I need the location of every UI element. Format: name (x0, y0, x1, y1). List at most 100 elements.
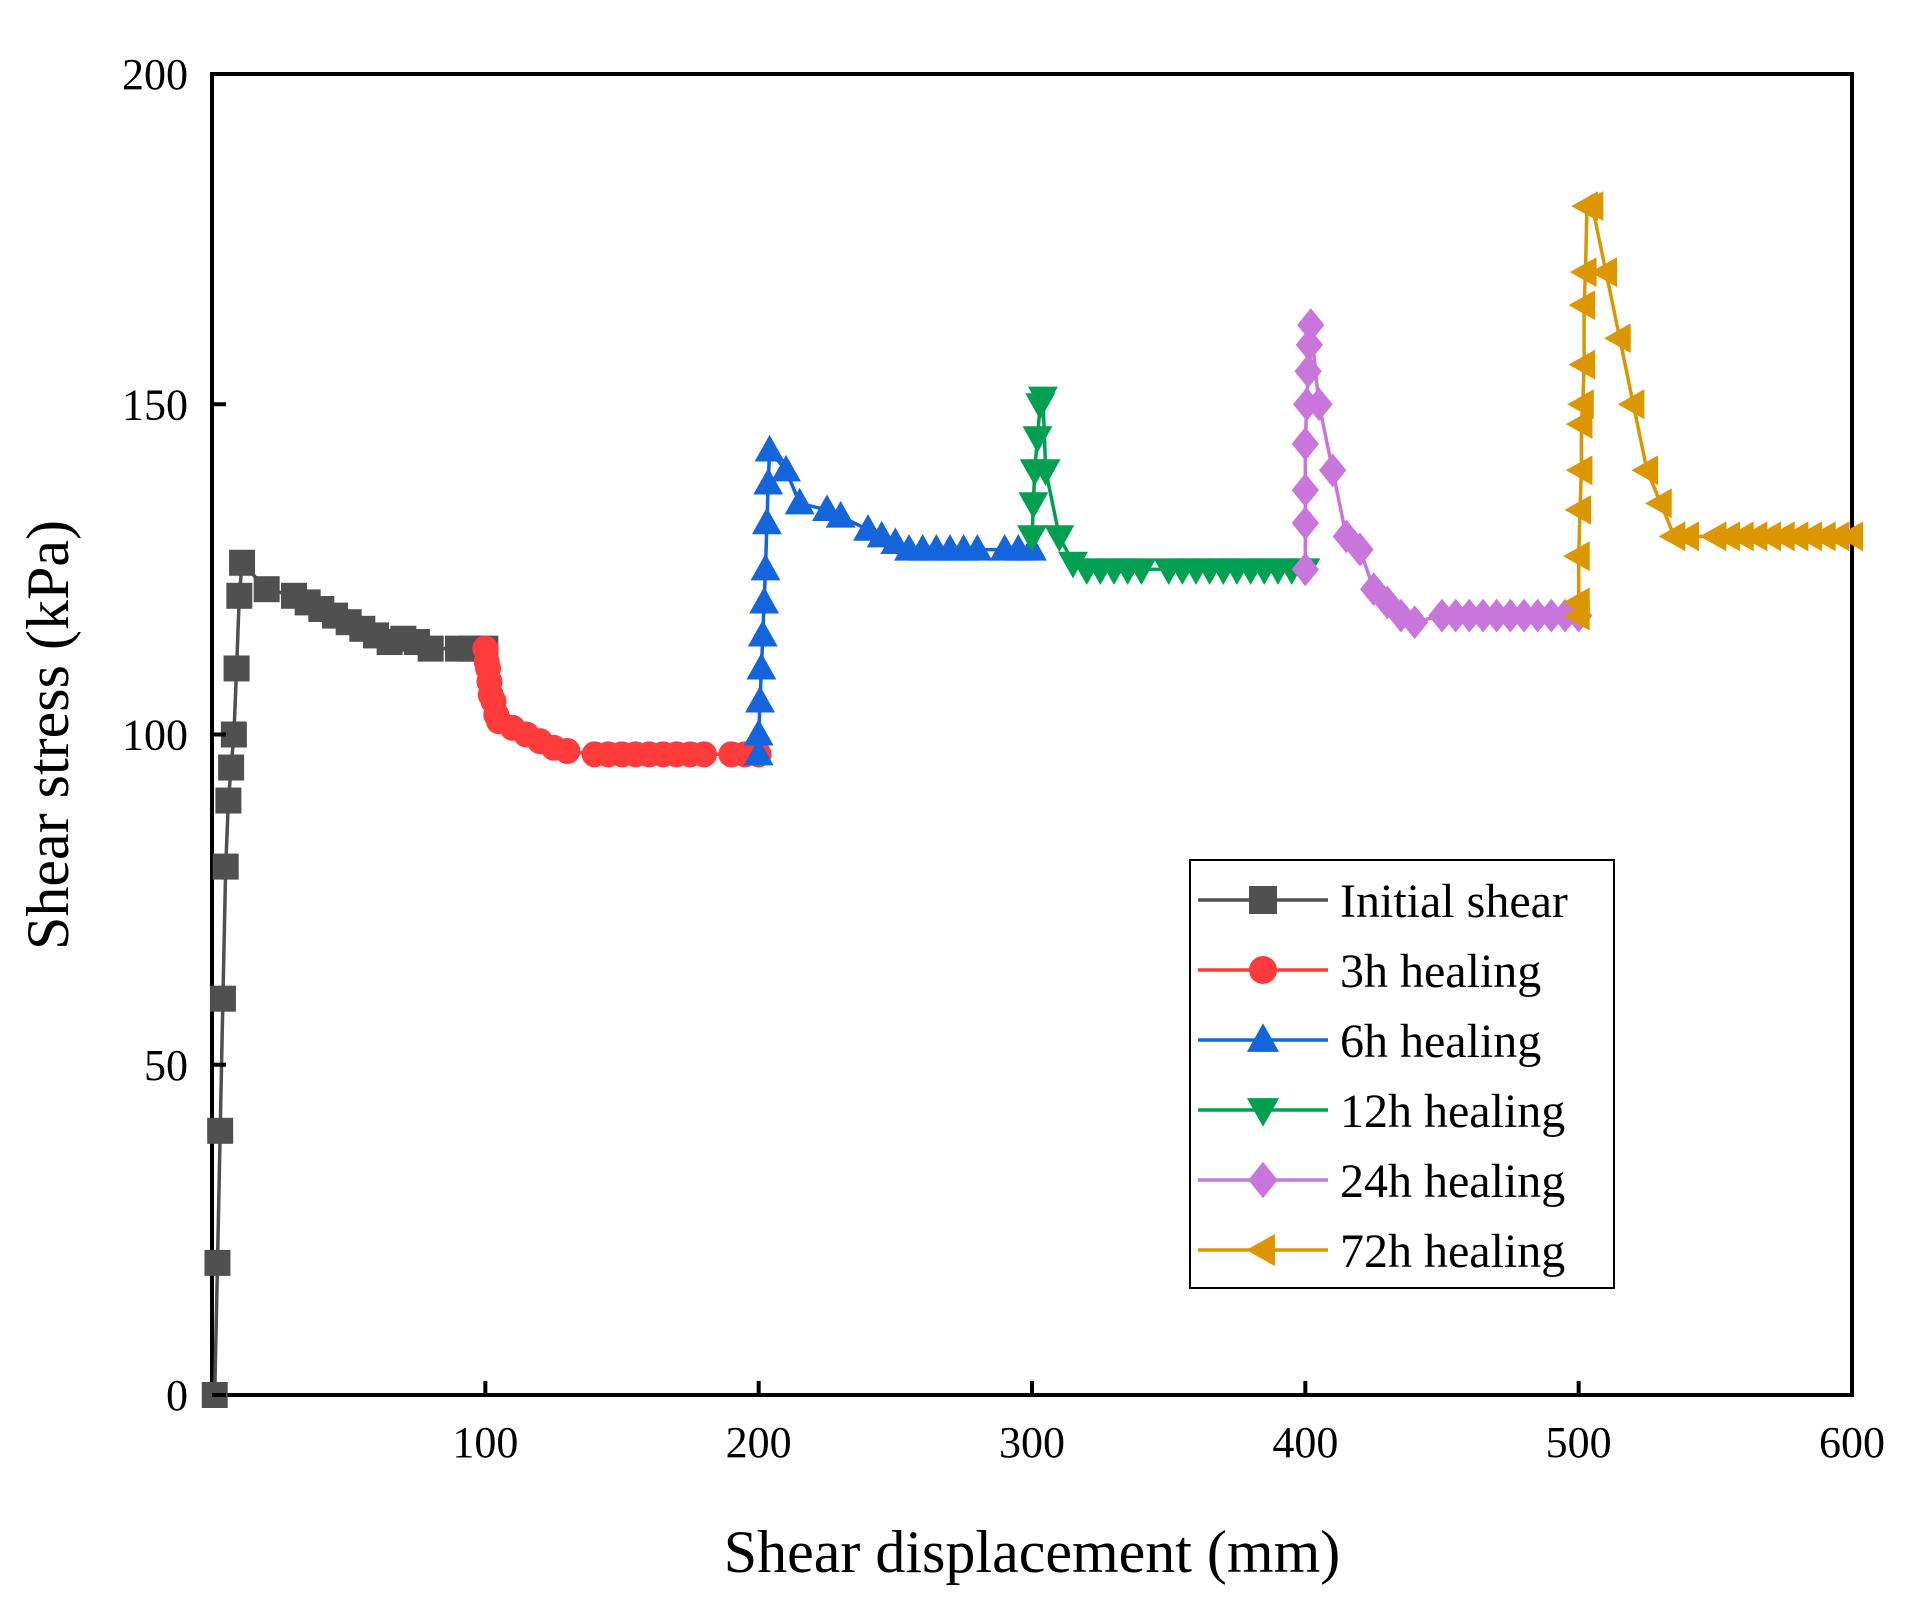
data-point (1568, 349, 1596, 380)
y-tick-label: 0 (166, 1371, 188, 1420)
data-point (1022, 426, 1053, 453)
data-point (1442, 598, 1470, 633)
legend-label: 24h healing (1340, 1155, 1565, 1208)
data-point (1754, 521, 1782, 552)
data-point (1822, 521, 1850, 552)
data-point (226, 582, 253, 609)
data-point (745, 685, 775, 713)
data-point (1713, 521, 1741, 552)
data-point (691, 741, 717, 768)
data-point (1658, 521, 1686, 552)
legend-label: 3h healing (1340, 945, 1541, 998)
series-layer (201, 191, 1864, 1408)
data-point (751, 507, 782, 535)
data-point (1291, 473, 1319, 508)
data-point (754, 434, 785, 462)
data-point (1291, 426, 1319, 461)
data-point (1617, 389, 1645, 420)
data-point (1563, 587, 1590, 618)
data-point (1455, 598, 1483, 633)
data-point (1401, 605, 1429, 640)
legend-marker (1246, 1233, 1275, 1267)
legend-marker (1249, 886, 1277, 914)
data-point (1567, 389, 1594, 420)
y-tick-label: 150 (122, 380, 188, 429)
data-point (1795, 521, 1823, 552)
legend-item: 6h healing (1198, 1015, 1541, 1068)
data-point (207, 1117, 234, 1144)
data-point (1645, 488, 1672, 519)
series-initial-shear (201, 549, 499, 1408)
data-point (1699, 521, 1727, 552)
data-point (749, 586, 780, 614)
data-point (1018, 492, 1049, 519)
series-24h-healing (1291, 308, 1593, 640)
series-6h-healing (743, 434, 1047, 766)
data-point (1496, 598, 1524, 633)
legend-label: Initial shear (1340, 875, 1568, 928)
data-point (417, 635, 444, 662)
data-point (1295, 327, 1324, 362)
data-point (962, 533, 993, 561)
series-3h-healing (472, 635, 772, 768)
data-point (1305, 387, 1333, 422)
series-line (1303, 323, 1579, 624)
data-point (218, 754, 245, 781)
legend-marker (1246, 1098, 1280, 1127)
legend-label: 72h healing (1340, 1225, 1565, 1278)
data-point (1809, 521, 1836, 552)
data-point (1672, 521, 1700, 552)
data-point (825, 500, 856, 528)
data-point (1590, 257, 1618, 288)
data-point (1563, 541, 1590, 572)
data-point (1836, 521, 1864, 552)
data-point (1565, 409, 1593, 440)
plot-area (201, 72, 1864, 1408)
series-72h-healing (1563, 191, 1864, 631)
data-point (1297, 308, 1325, 342)
x-tick-label: 300 (999, 1418, 1065, 1467)
data-point (1727, 521, 1754, 552)
y-axis-title: Shear stress (kPa) (15, 520, 81, 950)
data-point (1510, 598, 1538, 633)
data-point (743, 738, 774, 766)
data-point (784, 487, 815, 515)
x-axis-title: Shear displacement (mm) (724, 1519, 1340, 1585)
x-tick-label: 100 (452, 1418, 518, 1467)
data-point (1291, 552, 1319, 587)
data-point (209, 985, 236, 1012)
data-point (1126, 558, 1157, 585)
data-point (223, 655, 250, 682)
data-point (1576, 191, 1604, 222)
x-tick-label: 500 (1546, 1418, 1612, 1467)
data-point (1294, 354, 1322, 389)
legend-item: 72h healing (1198, 1225, 1565, 1278)
x-tick-label: 200 (726, 1418, 792, 1467)
data-point (753, 467, 784, 495)
data-point (1740, 521, 1768, 552)
data-point (1469, 598, 1497, 633)
data-point (204, 1249, 231, 1276)
series-line (1030, 395, 1306, 572)
x-axis-ticks: 100 200 300 400 500 600 (452, 1381, 1885, 1467)
data-point (743, 718, 774, 746)
data-point (1346, 532, 1374, 567)
legend: Initial shear 3h healing 6h healing 12h hea… (1189, 859, 1615, 1289)
data-point (1564, 494, 1592, 525)
legend-label: 6h healing (1340, 1015, 1541, 1068)
data-point (1604, 323, 1631, 354)
data-point (1483, 598, 1511, 633)
data-point (1360, 572, 1388, 607)
data-point (1781, 521, 1809, 552)
data-point (1319, 453, 1347, 488)
y-tick-label: 50 (144, 1041, 188, 1090)
y-tick-label: 200 (122, 50, 188, 99)
data-point (554, 738, 581, 765)
data-point (1017, 525, 1047, 552)
series-line (1576, 204, 1852, 616)
data-point (771, 454, 801, 482)
data-point (747, 619, 778, 647)
legend-marker (1246, 1023, 1280, 1052)
data-point (1631, 455, 1659, 486)
